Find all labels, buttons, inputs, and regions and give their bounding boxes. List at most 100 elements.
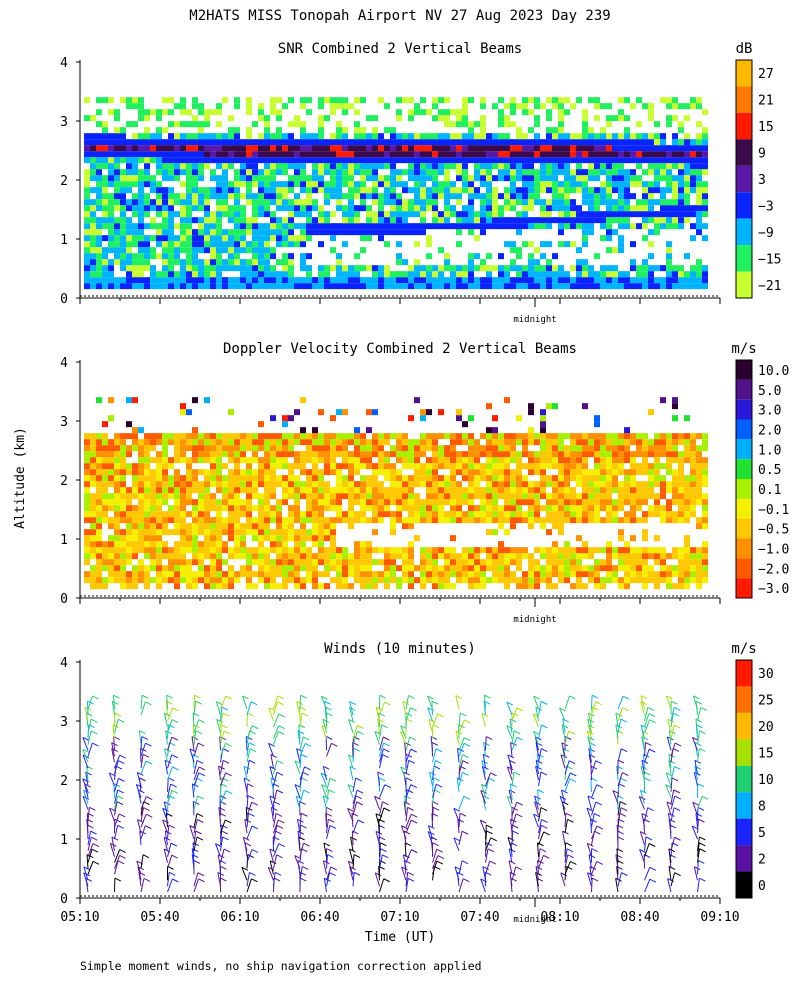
snr-cell — [444, 109, 450, 116]
vel-cell — [372, 571, 378, 578]
snr-cell — [462, 97, 468, 104]
vel-cell — [336, 445, 342, 452]
vel-cell — [672, 499, 678, 506]
snr-cell — [552, 265, 558, 272]
snr-cell — [258, 253, 264, 260]
snr-cell — [606, 247, 612, 254]
vel-cell — [486, 457, 492, 464]
snr-cell — [312, 163, 318, 170]
snr-cell — [552, 283, 558, 290]
snr-cell — [600, 133, 606, 140]
snr-cell — [576, 97, 582, 104]
vel-cell — [408, 547, 414, 554]
snr-cell — [222, 235, 228, 242]
vel-cell — [372, 493, 378, 500]
vel-cell — [96, 445, 102, 452]
snr-cell — [564, 181, 570, 188]
snr-cell — [246, 181, 252, 188]
snr-cell — [678, 265, 684, 272]
snr-cell — [702, 277, 708, 284]
vel-cell — [216, 463, 222, 470]
snr-cell — [252, 163, 258, 170]
vel-cell — [492, 463, 498, 470]
snr-cell — [678, 181, 684, 188]
vel-cell — [666, 553, 672, 560]
vel-cell — [402, 499, 408, 506]
snr-cell — [294, 241, 300, 248]
vel-cell — [108, 505, 114, 512]
vel-cell — [360, 505, 366, 512]
vel-cell — [204, 523, 210, 530]
snr-cell — [582, 175, 588, 182]
vel-cell — [642, 535, 648, 542]
vel-cell — [528, 577, 534, 584]
snr-cell — [96, 259, 102, 266]
snr-cell — [288, 181, 294, 188]
snr-cell — [426, 163, 432, 170]
snr-cell — [210, 217, 216, 224]
vel-cell — [240, 487, 246, 494]
snr-cell — [318, 163, 324, 170]
vel-cell — [468, 517, 474, 524]
snr-cell — [654, 211, 660, 218]
snr-cell — [666, 241, 672, 248]
vel-cell — [240, 571, 246, 578]
snr-cell — [102, 127, 108, 134]
vel-heatmap-cells — [84, 397, 708, 590]
snr-colorbar-label: 21 — [758, 94, 774, 109]
vel-cell — [216, 439, 222, 446]
vel-cell — [456, 439, 462, 446]
snr-cell — [126, 157, 132, 164]
vel-cell — [522, 577, 528, 584]
vel-cell — [288, 463, 294, 470]
snr-cell — [138, 193, 144, 200]
snr-cell — [162, 163, 168, 170]
snr-cell — [666, 157, 672, 164]
wind-barb-flag — [141, 736, 149, 740]
vel-cell — [648, 409, 654, 416]
snr-cell — [444, 115, 450, 122]
snr-cell — [618, 187, 624, 194]
snr-cell — [432, 187, 438, 194]
vel-cell — [594, 547, 600, 554]
snr-cell — [330, 223, 336, 230]
vel-cell — [570, 493, 576, 500]
vel-cell — [390, 565, 396, 572]
vel-cell — [372, 487, 378, 494]
snr-cell — [186, 259, 192, 266]
snr-cell — [612, 217, 618, 224]
vel-cell — [174, 517, 180, 524]
vel-cell — [90, 553, 96, 560]
snr-cell — [492, 133, 498, 140]
snr-cell — [90, 163, 96, 170]
snr-cell — [468, 217, 474, 224]
snr-cell — [192, 175, 198, 182]
vel-cell — [216, 577, 222, 584]
vel-cell — [498, 493, 504, 500]
snr-cell — [156, 115, 162, 122]
vel-cell — [186, 487, 192, 494]
snr-cell — [180, 193, 186, 200]
snr-cell — [654, 163, 660, 170]
snr-cell — [666, 283, 672, 290]
snr-cell — [402, 133, 408, 140]
snr-cell — [384, 151, 390, 158]
snr-cell — [588, 199, 594, 206]
snr-cell — [96, 169, 102, 176]
snr-cell — [540, 151, 546, 158]
snr-cell — [288, 133, 294, 140]
wind-barb — [135, 784, 142, 798]
snr-cell — [216, 271, 222, 278]
snr-cell — [600, 103, 606, 110]
wind-barb-flag — [119, 855, 126, 859]
snr-cell — [156, 235, 162, 242]
snr-cell — [402, 223, 408, 230]
snr-cell — [288, 145, 294, 152]
snr-cell — [132, 181, 138, 188]
snr-cell — [480, 169, 486, 176]
vel-cell — [642, 529, 648, 536]
vel-cell — [402, 487, 408, 494]
snr-cell — [510, 145, 516, 152]
snr-cell — [150, 199, 156, 206]
vel-cell — [522, 487, 528, 494]
